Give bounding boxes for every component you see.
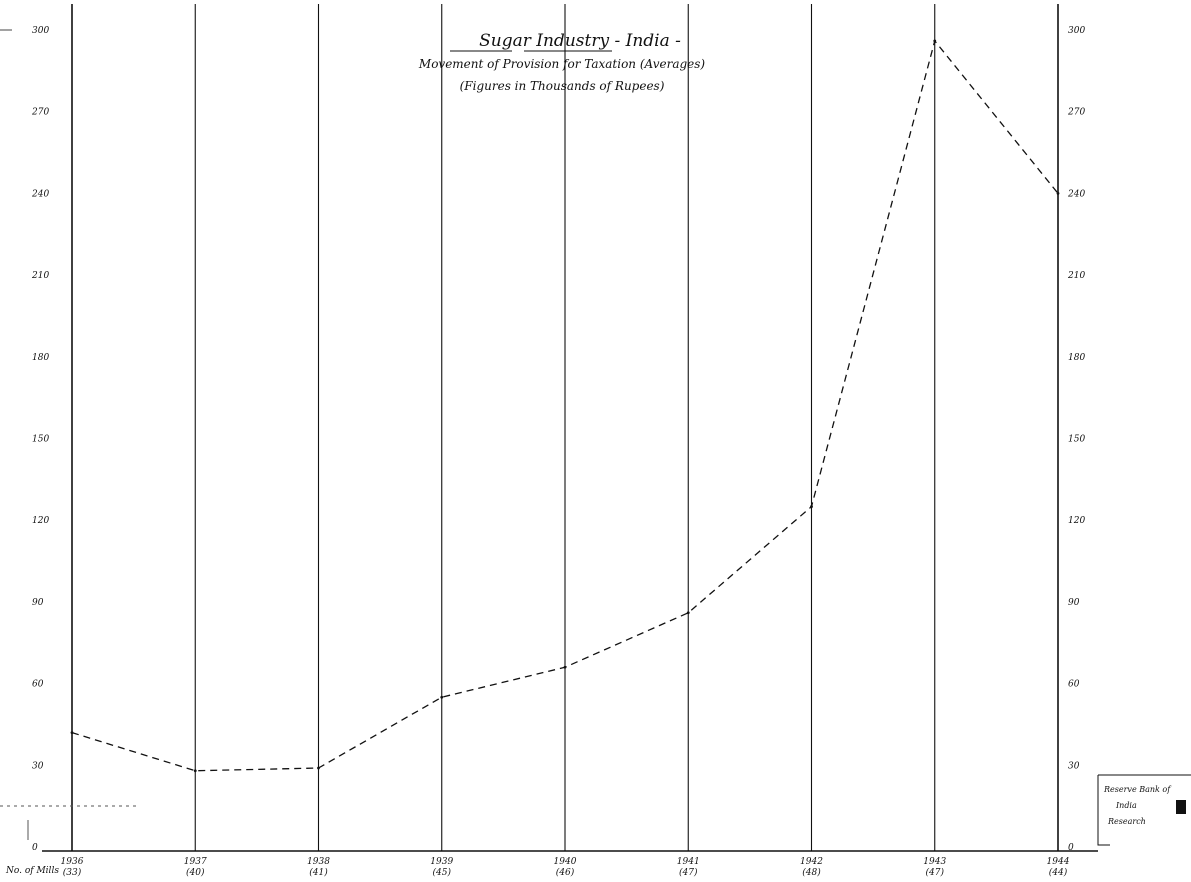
y-tick-right-240: 240: [1067, 189, 1085, 199]
x-label-year-1936: 1936: [61, 857, 84, 867]
x-label-year-1943: 1943: [923, 857, 946, 867]
y-tick-left-300: 300: [32, 26, 49, 36]
stamp-line-2: India: [1115, 801, 1137, 810]
y-tick-left-210: 210: [31, 271, 49, 281]
y-tick-left-60: 60: [32, 680, 44, 690]
data-point-1940: [563, 665, 567, 669]
y-tick-left-270: 270: [31, 108, 49, 118]
x-label-year-1938: 1938: [307, 857, 330, 867]
series-layer: [70, 39, 1060, 773]
y-tick-right-300: 300: [1068, 26, 1085, 36]
x-label-year-1940: 1940: [554, 857, 577, 867]
y-tick-left-180: 180: [32, 353, 49, 363]
reserve-bank-stamp: Reserve Bank of India Research: [1097, 774, 1191, 846]
x-axis-prefix: No. of Mills: [5, 866, 59, 876]
y-tick-right-0: 0: [1068, 843, 1074, 853]
y-tick-left-90: 90: [32, 598, 44, 608]
x-label-year-1939: 1939: [430, 857, 453, 867]
x-label-mills-1936: (33): [63, 867, 82, 878]
chart-note: (Figures in Thousands of Rupees): [460, 79, 665, 93]
x-axis-labels: 1936(33) 1937(40) 1938(41) 1939(45) 1940(46)…: [61, 857, 1070, 878]
chart-title: Sugar Industry - India -: [479, 31, 681, 51]
data-point-1936: [70, 731, 74, 735]
y-tick-right-120: 120: [1068, 516, 1085, 526]
y-tick-right-270: 270: [1067, 108, 1085, 118]
y-axis-left-ticks: 0 30 60 90 120 150 180 210 240 270 300: [31, 26, 49, 853]
x-label-mills-1937: (40): [186, 867, 205, 878]
stamp-line-1: Reserve Bank of: [1103, 785, 1172, 794]
x-label-year-1944: 1944: [1047, 857, 1070, 867]
y-tick-left-120: 120: [32, 516, 49, 526]
data-point-1937: [193, 769, 197, 773]
y-tick-left-240: 240: [31, 189, 49, 199]
y-tick-left-30: 30: [32, 761, 44, 771]
data-point-1938: [317, 766, 320, 770]
stamp-line-3: Research: [1107, 817, 1146, 826]
x-label-mills-1940: (46): [556, 867, 575, 878]
x-label-mills-1939: (45): [433, 867, 452, 878]
stamp-mark: [1176, 800, 1186, 814]
x-label-mills-1942: (48): [802, 867, 821, 878]
y-tick-left-150: 150: [32, 435, 49, 445]
data-point-1943: [933, 39, 937, 43]
x-label-year-1937: 1937: [184, 857, 207, 867]
x-label-mills-1938: (41): [309, 867, 328, 878]
data-point-1942: [810, 505, 813, 508]
y-tick-right-30: 30: [1068, 761, 1080, 771]
x-label-year-1941: 1941: [677, 857, 700, 867]
y-axis-right-ticks: 0 30 60 90 120 150 180 210 240 270 300: [1067, 26, 1085, 853]
data-point-1941: [686, 611, 690, 615]
chart-subtitle: Movement of Provision for Taxation (Aver…: [418, 57, 706, 71]
y-tick-right-60: 60: [1068, 680, 1080, 690]
y-tick-right-180: 180: [1068, 353, 1085, 363]
x-label-mills-1941: (47): [679, 867, 698, 878]
x-label-mills-1943: (47): [926, 867, 945, 878]
vertical-grid: [71, 4, 1059, 851]
y-tick-left-0: 0: [32, 843, 38, 853]
y-tick-right-150: 150: [1068, 435, 1085, 445]
y-tick-right-210: 210: [1067, 271, 1085, 281]
data-point-1939: [440, 695, 444, 699]
x-label-mills-1944: (44): [1049, 867, 1068, 878]
data-point-1944: [1056, 192, 1060, 195]
x-label-year-1942: 1942: [800, 857, 823, 867]
y-tick-right-90: 90: [1068, 598, 1080, 608]
